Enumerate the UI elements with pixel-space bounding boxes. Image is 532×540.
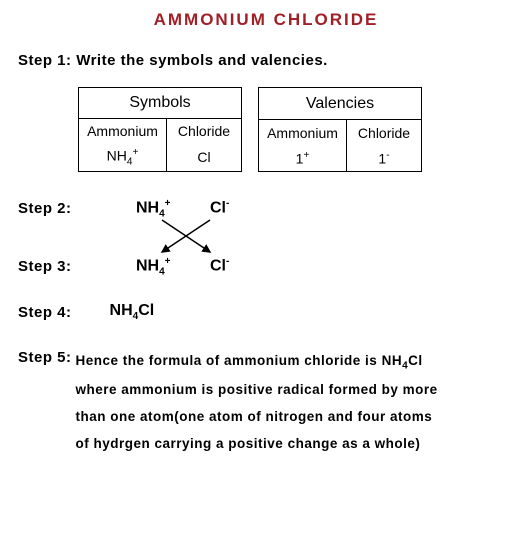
- tables-container: Symbols Ammonium Chloride NH4+ Cl Valenc…: [78, 87, 514, 172]
- crisscross-arrows-icon: [148, 216, 238, 260]
- valencies-table: Valencies Ammonium Chloride 1+ 1-: [258, 87, 422, 172]
- step5-label: Step 5:: [18, 349, 72, 458]
- valencies-col2-label: Chloride: [347, 120, 422, 146]
- symbols-col1-value: NH4+: [79, 143, 167, 172]
- symbols-table: Symbols Ammonium Chloride NH4+ Cl: [78, 87, 242, 172]
- symbols-header: Symbols: [79, 88, 242, 119]
- step5-text: Hence the formula of ammonium chloride i…: [76, 347, 438, 458]
- step4-formula: NH4Cl: [110, 302, 155, 322]
- step5-row: Step 5: Hence the formula of ammonium ch…: [18, 347, 514, 458]
- title-text: AMMONIUM CHLORIDE: [154, 10, 379, 29]
- step5-line4: of hydrgen carrying a positive change as…: [76, 430, 438, 457]
- valencies-col1-value: 1+: [259, 146, 347, 172]
- step3-label: Step 3:: [18, 258, 72, 275]
- symbols-col2-label: Chloride: [167, 119, 242, 144]
- valencies-col1-label: Ammonium: [259, 120, 347, 146]
- steps-2-3-diagram: Step 2: Step 3: NH4+ Cl- NH4+ Cl-: [18, 200, 514, 282]
- symbols-col2-value: Cl: [167, 143, 242, 172]
- step1-text: Write the symbols and valencies.: [76, 52, 328, 69]
- step2-right-ion: Cl-: [210, 198, 229, 217]
- step5-line1: Hence the formula of ammonium chloride i…: [76, 347, 438, 377]
- page-title: AMMONIUM CHLORIDE: [18, 10, 514, 30]
- step1-line: Step 1: Write the symbols and valencies.: [18, 52, 514, 69]
- step1-label: Step 1:: [18, 52, 72, 69]
- step4-row: Step 4: NH4Cl: [18, 302, 514, 322]
- valencies-header: Valencies: [259, 88, 422, 120]
- step5-line3: than one atom(one atom of nitrogen and f…: [76, 403, 438, 430]
- symbols-col1-label: Ammonium: [79, 119, 167, 144]
- step5-line2: where ammonium is positive radical forme…: [76, 376, 438, 403]
- step4-label: Step 4:: [18, 304, 72, 321]
- valencies-col2-value: 1-: [347, 146, 422, 172]
- step2-label: Step 2:: [18, 200, 72, 217]
